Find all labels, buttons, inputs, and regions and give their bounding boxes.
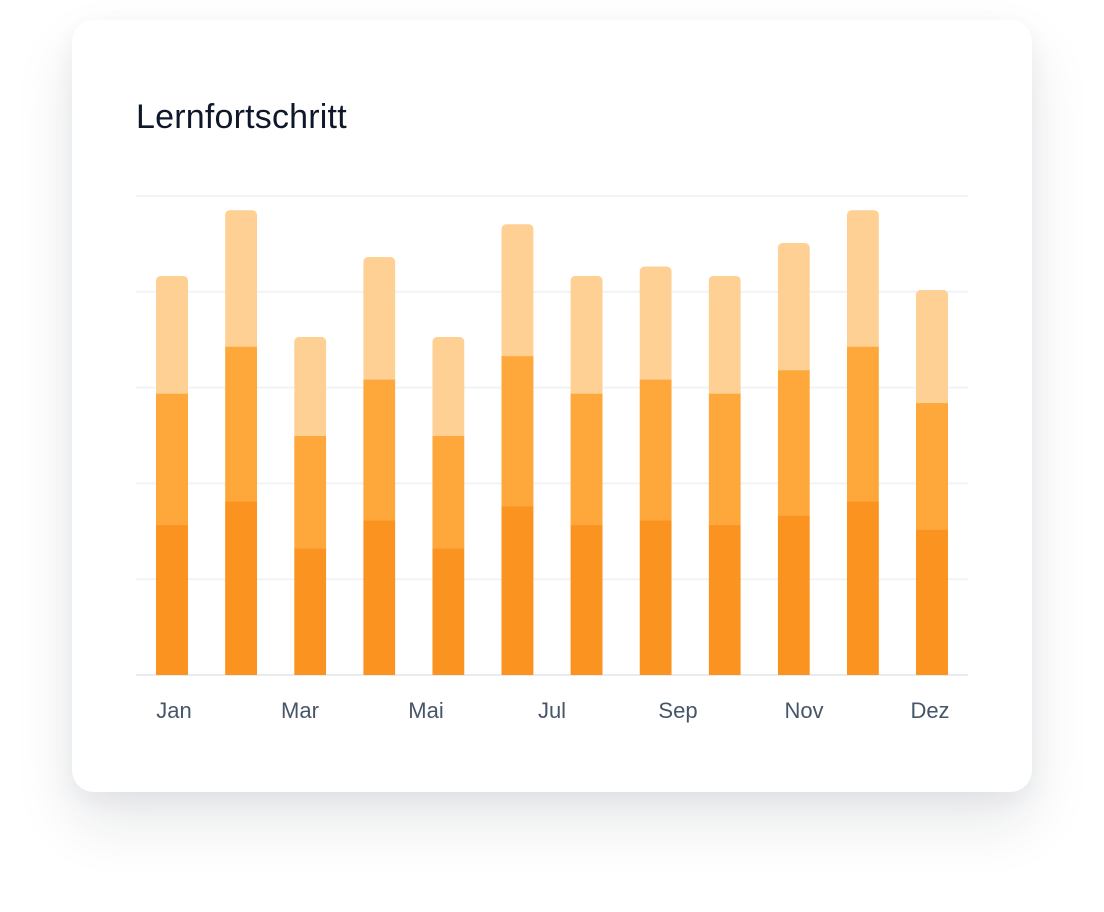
bar-segment-3 [777, 242, 810, 371]
bar-stack-nov [846, 210, 879, 675]
bar-segment-2 [294, 435, 327, 549]
bar-segment-3 [846, 210, 879, 347]
x-tick-label: Sep [658, 698, 697, 723]
bar-segment-1 [916, 529, 948, 675]
bar-segment-1 [225, 501, 258, 675]
bar-segment-1 [294, 548, 327, 675]
bar-segment-1 [363, 520, 396, 675]
bar-segment-3 [916, 289, 948, 404]
bar-segment-2 [501, 355, 534, 507]
bar-stack-sep [708, 275, 741, 675]
chart-title: Lernfortschritt [136, 98, 347, 136]
x-tick-label: Nov [784, 698, 823, 723]
bar-stack-jul [570, 275, 603, 675]
bar-stack-mar [294, 336, 327, 675]
x-tick-label: Jan [156, 698, 191, 723]
bar-stack-feb [225, 210, 258, 675]
bar-segment-1 [639, 520, 672, 675]
gridlines [136, 195, 968, 676]
bar-segment-2 [777, 369, 810, 516]
chart-card: Lernfortschritt Jan Mar Mai Jul Sep Nov Dez [72, 20, 1032, 792]
bar-segment-2 [639, 379, 672, 521]
x-tick-label: Jul [538, 698, 566, 723]
bar-segment-2 [708, 393, 741, 526]
bar-segment-2 [916, 402, 948, 530]
bar-stack-okt [777, 242, 810, 675]
bar-segment-3 [570, 275, 603, 394]
bar-segment-1 [846, 501, 879, 675]
bar-segment-3 [708, 275, 741, 394]
bar-stack-mai [432, 336, 465, 675]
bar-segment-2 [363, 379, 396, 521]
bar-segment-1 [777, 515, 810, 675]
bar-segment-3 [294, 336, 327, 436]
bar-segment-2 [570, 393, 603, 526]
bar-segment-1 [501, 505, 534, 675]
bar-segment-1 [708, 524, 741, 675]
bar-segment-2 [432, 435, 465, 549]
bar-segment-1 [570, 524, 603, 675]
bar-segment-2 [846, 346, 879, 502]
bar-segment-3 [639, 266, 672, 380]
bar-stack-jun [501, 224, 534, 675]
bar-segment-1 [432, 548, 465, 675]
bars [156, 210, 948, 675]
bar-stack-jan [156, 275, 188, 675]
x-tick-label: Dez [910, 698, 949, 723]
bar-segment-3 [156, 275, 188, 394]
x-tick-label: Mai [408, 698, 443, 723]
bar-segment-2 [225, 346, 258, 502]
bar-stack-aug [639, 266, 672, 675]
x-axis-labels: Jan Mar Mai Jul Sep Nov Dez [156, 698, 949, 723]
bar-segment-2 [156, 393, 188, 526]
x-tick-label: Mar [281, 698, 319, 723]
stacked-bar-chart: Jan Mar Mai Jul Sep Nov Dez [136, 195, 968, 723]
bar-segment-1 [156, 524, 188, 675]
bar-segment-3 [225, 210, 258, 347]
bar-segment-3 [501, 224, 534, 357]
bar-segment-3 [432, 336, 465, 436]
bar-stack-apr [363, 257, 396, 675]
bar-stack-dez [916, 289, 948, 675]
bar-segment-3 [363, 257, 396, 380]
